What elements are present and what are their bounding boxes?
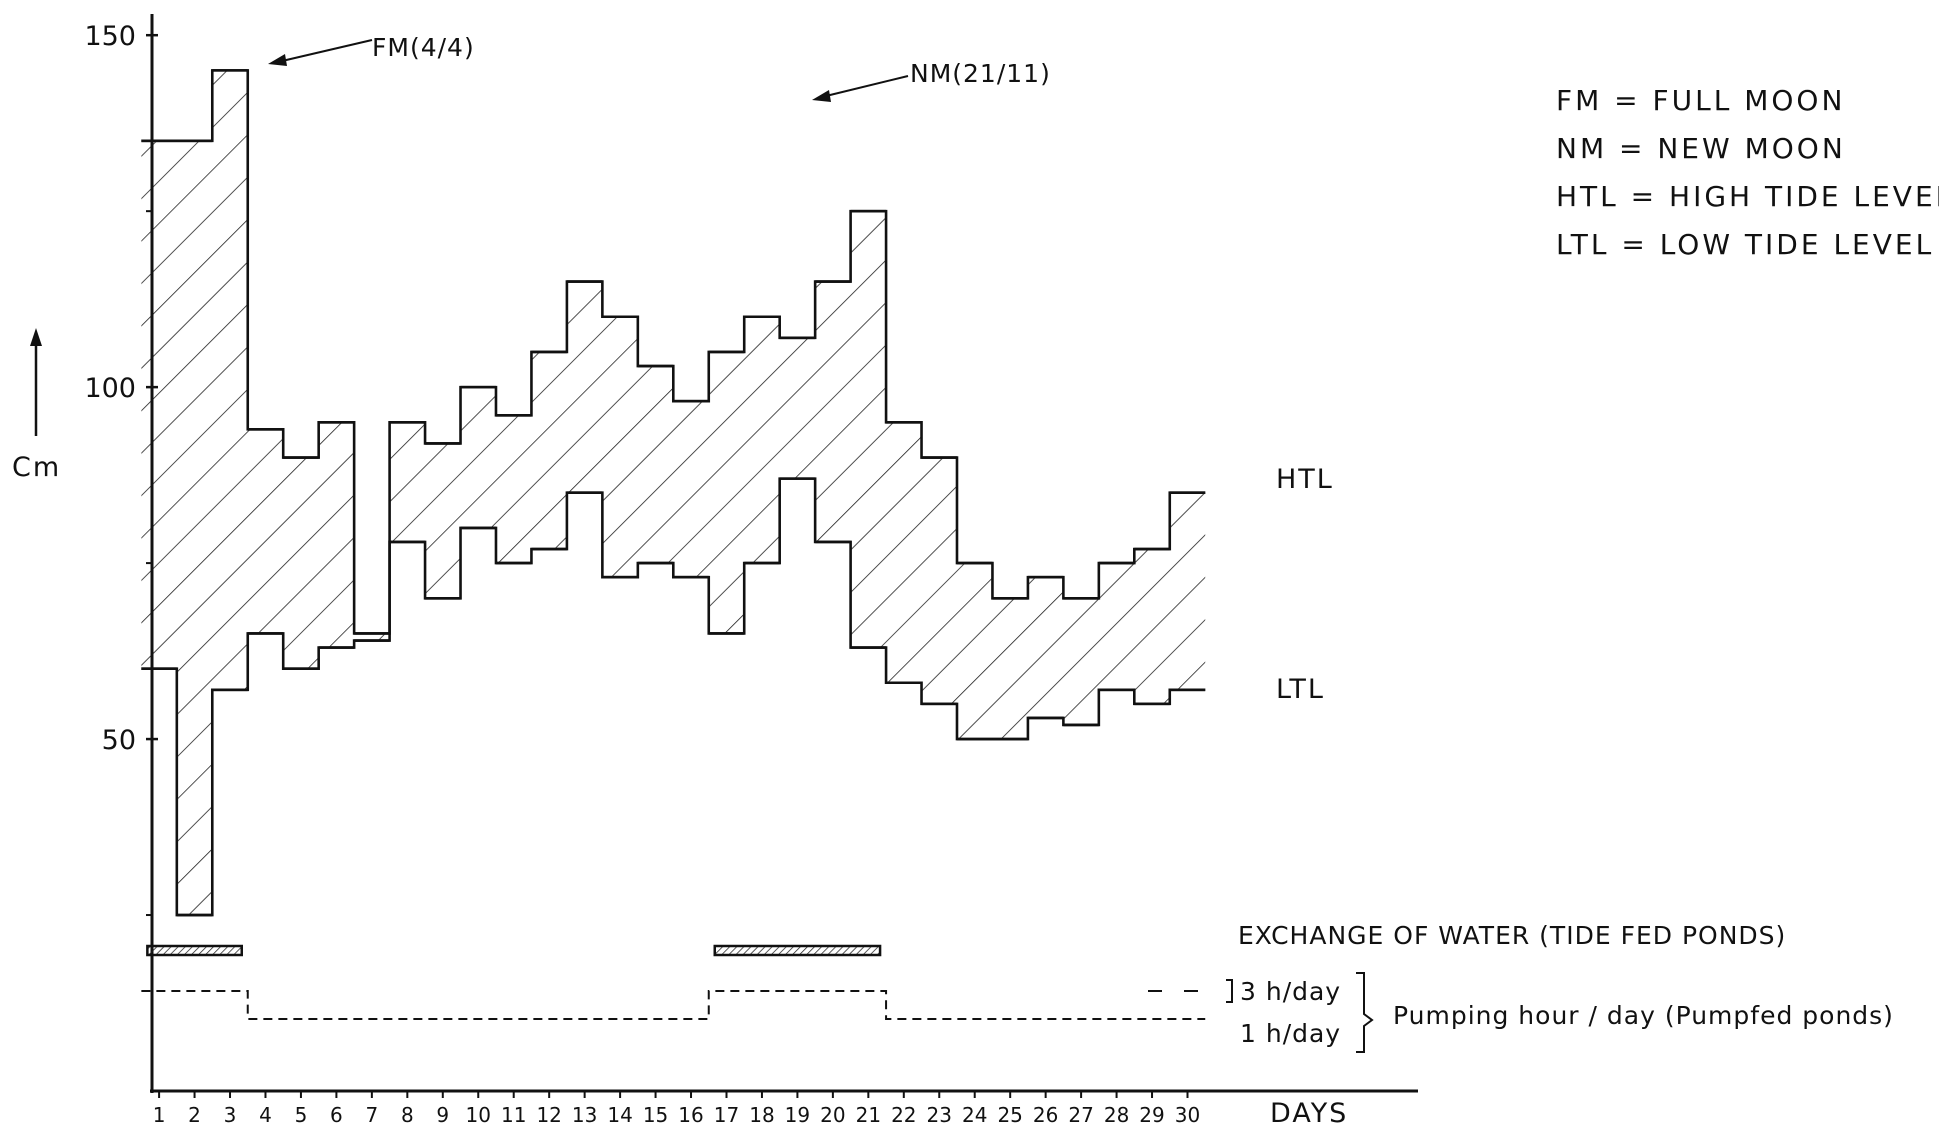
- exchange-bars: [146, 944, 882, 957]
- plot-area: [141, 69, 1206, 917]
- x-tick-label: 10: [466, 1103, 491, 1125]
- legend: FM = FULL MOON NM = NEW MOON HTL = HIGH …: [1556, 84, 1939, 261]
- exchange-period-bar-1: [146, 944, 243, 957]
- tide-range-band: [141, 70, 1206, 916]
- ltl-label: LTL: [1276, 674, 1325, 705]
- y-tick-label: 100: [84, 373, 136, 404]
- x-tick-label: 28: [1104, 1103, 1129, 1125]
- pumping-high-label: 3 h/day: [1240, 977, 1341, 1006]
- x-tick-label: 26: [1033, 1103, 1058, 1125]
- pumping-small-bracket: [1226, 979, 1233, 1003]
- x-tick-label: 4: [259, 1103, 272, 1125]
- x-tick-label: 27: [1068, 1103, 1093, 1125]
- exchange-period-bar-2: [713, 944, 882, 957]
- x-tick-label: 6: [330, 1103, 343, 1125]
- x-tick-label: 29: [1139, 1103, 1164, 1125]
- y-tick-label: 150: [84, 21, 136, 52]
- x-tick-label: 16: [678, 1103, 703, 1125]
- x-tick-label: 20: [820, 1103, 845, 1125]
- x-tick-label: 22: [891, 1103, 916, 1125]
- fm-annotation: FM(4/4): [372, 33, 475, 62]
- y-tick-label: 50: [102, 725, 136, 756]
- x-tick-label: 13: [572, 1103, 597, 1125]
- x-tick-label: 8: [401, 1103, 414, 1125]
- x-tick-label: 18: [749, 1103, 774, 1125]
- x-tick-label: 30: [1175, 1103, 1200, 1125]
- fm-arrow-line: [281, 39, 373, 62]
- nm-arrow-line: [825, 75, 909, 97]
- legend-item-fm: FM = FULL MOON: [1556, 84, 1845, 117]
- x-tick-label: 5: [295, 1103, 308, 1125]
- legend-item-nm: NM = NEW MOON: [1556, 132, 1846, 165]
- legend-item-ltl: LTL = LOW TIDE LEVEL: [1556, 228, 1934, 261]
- x-tick-label: 15: [643, 1103, 668, 1125]
- x-tick-label: 17: [714, 1103, 739, 1125]
- nm-arrow-head: [812, 90, 831, 102]
- htl-label: HTL: [1276, 464, 1334, 495]
- x-tick-label: 1: [153, 1103, 166, 1125]
- exchange-label: EXCHANGE OF WATER (TIDE FED PONDS): [1238, 921, 1786, 950]
- x-tick-label: 21: [856, 1103, 881, 1125]
- x-tick-label: 3: [224, 1103, 237, 1125]
- pumping-low-label: 1 h/day: [1240, 1019, 1341, 1048]
- legend-item-htl: HTL = HIGH TIDE LEVEL: [1556, 180, 1939, 213]
- fm-arrow-head: [268, 54, 287, 66]
- nm-annotation: NM(21/11): [910, 59, 1051, 88]
- x-tick-label: 11: [501, 1103, 526, 1125]
- x-tick-label: 9: [436, 1103, 449, 1125]
- x-tick-label: 7: [365, 1103, 378, 1125]
- y-axis-arrow-head: [30, 328, 42, 346]
- pumping-brace: [1356, 972, 1374, 1053]
- x-tick-label: 19: [785, 1103, 810, 1125]
- x-axis-label: DAYS: [1270, 1098, 1348, 1125]
- x-tick-label: 24: [962, 1103, 987, 1125]
- y-axis-label: Cm: [12, 452, 61, 483]
- x-tick-label: 14: [607, 1103, 632, 1125]
- pumping-label: Pumping hour / day (Pumpfed ponds): [1393, 1001, 1894, 1030]
- pumping-schedule-line: [141, 990, 1206, 1020]
- x-tick-label: 23: [927, 1103, 952, 1125]
- x-tick-label: 12: [536, 1103, 561, 1125]
- x-tick-label: 2: [188, 1103, 201, 1125]
- x-tick-label: 25: [997, 1103, 1022, 1125]
